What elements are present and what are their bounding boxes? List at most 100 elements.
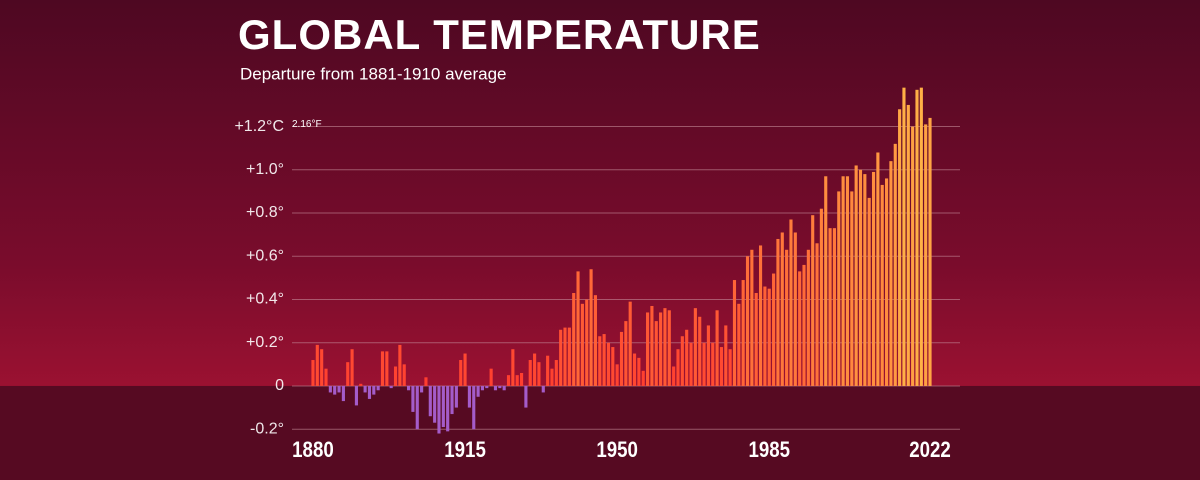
bar <box>511 349 515 386</box>
bar <box>754 293 758 386</box>
bar <box>715 310 719 386</box>
bar <box>876 152 880 386</box>
chart-subtitle: Departure from 1881-1910 average <box>240 64 507 83</box>
y-tick-label: -0.2° <box>250 420 284 437</box>
bar <box>850 191 854 386</box>
bar <box>598 336 602 386</box>
bar <box>815 243 819 386</box>
bar <box>454 385 458 408</box>
bar <box>363 385 367 393</box>
bar <box>389 385 393 389</box>
bar <box>919 87 923 386</box>
bar <box>676 349 680 386</box>
bar <box>415 385 419 430</box>
bar <box>602 334 606 386</box>
y-tick-label: 0 <box>275 377 284 394</box>
bar <box>428 385 432 417</box>
bar <box>828 228 832 386</box>
bar <box>902 87 906 386</box>
y-tick-label: +0.8° <box>246 204 284 221</box>
bar <box>915 89 919 386</box>
bar <box>533 353 537 386</box>
bar <box>367 385 372 399</box>
bar <box>498 385 502 389</box>
y-tick-label: +0.2° <box>246 334 284 351</box>
bar <box>854 165 858 386</box>
bar <box>341 385 345 402</box>
x-tick-label: 1985 <box>748 438 790 462</box>
bar <box>741 280 745 386</box>
bar <box>646 312 650 386</box>
bar <box>772 273 776 386</box>
bar <box>467 385 471 408</box>
bar <box>424 377 428 386</box>
bar <box>489 368 493 386</box>
bar <box>702 342 706 386</box>
chart-title: GLOBAL TEMPERATURE <box>238 11 761 58</box>
bar <box>680 336 684 386</box>
bar <box>906 104 910 386</box>
bar <box>559 329 563 386</box>
bar <box>672 366 676 386</box>
bar <box>689 342 693 386</box>
bar <box>793 232 797 386</box>
bar <box>893 143 897 386</box>
bar <box>420 385 424 393</box>
bar <box>832 228 836 386</box>
bar <box>537 362 541 386</box>
bar <box>628 301 632 386</box>
bar <box>311 360 315 386</box>
bar <box>928 117 932 386</box>
bar <box>858 169 863 386</box>
bar <box>528 360 532 386</box>
y-tick-label: +0.4° <box>246 291 284 308</box>
bar <box>898 109 902 386</box>
bar <box>506 375 511 386</box>
bar <box>502 385 506 391</box>
bar <box>437 385 441 434</box>
bar <box>619 331 624 386</box>
bar <box>880 184 884 386</box>
bar <box>863 174 867 386</box>
bar <box>328 385 332 393</box>
bar <box>463 353 467 386</box>
bar <box>359 383 363 386</box>
bar <box>841 176 845 386</box>
bar <box>524 385 528 408</box>
bar <box>698 316 702 386</box>
bar <box>585 299 589 386</box>
bar <box>576 271 580 386</box>
bar <box>333 385 337 395</box>
bar <box>824 176 828 386</box>
bar <box>411 385 415 412</box>
bar <box>315 344 319 386</box>
bar <box>663 308 667 386</box>
bar <box>493 385 498 391</box>
bar <box>446 385 450 432</box>
bar <box>346 362 350 386</box>
bar <box>567 327 571 386</box>
bar <box>650 305 654 386</box>
bar <box>459 360 463 386</box>
bar <box>685 329 689 386</box>
bar <box>641 370 645 386</box>
bar <box>611 347 615 386</box>
bar <box>589 269 593 386</box>
bar <box>350 349 354 386</box>
bar <box>911 126 915 386</box>
bar <box>819 208 823 386</box>
y-tick-label: +1.0° <box>246 161 284 178</box>
bar <box>593 295 597 386</box>
bar <box>798 271 802 386</box>
bar <box>433 385 437 423</box>
bar <box>871 171 876 386</box>
bar <box>485 385 489 389</box>
bar <box>637 357 641 386</box>
bar <box>785 249 789 386</box>
x-tick-label: 1915 <box>444 438 486 462</box>
bar <box>867 197 871 386</box>
bar <box>554 360 558 386</box>
bar <box>780 232 784 386</box>
bar <box>550 368 554 386</box>
